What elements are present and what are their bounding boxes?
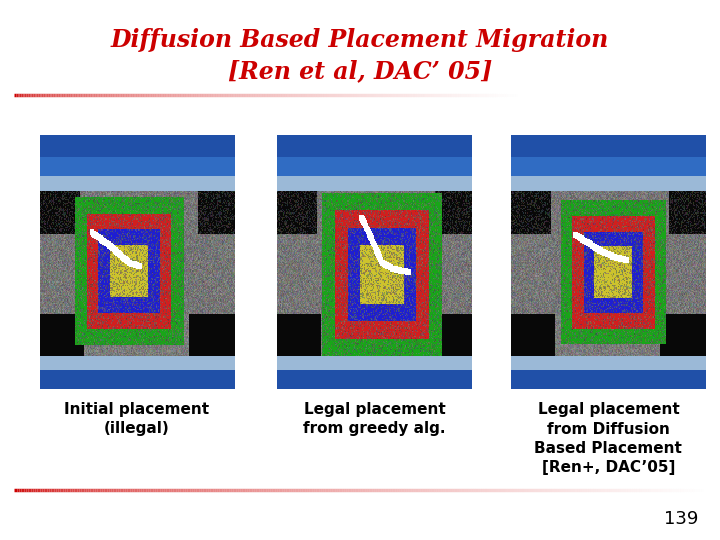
Text: Legal placement
from Diffusion
Based Placement
[Ren+, DAC’05]: Legal placement from Diffusion Based Pla… xyxy=(534,402,683,475)
Text: Diffusion Based Placement Migration: Diffusion Based Placement Migration xyxy=(111,29,609,52)
Text: [Ren et al, DAC’ 05]: [Ren et al, DAC’ 05] xyxy=(228,59,492,83)
Text: Initial placement
(illegal): Initial placement (illegal) xyxy=(64,402,210,436)
Text: Legal placement
from greedy alg.: Legal placement from greedy alg. xyxy=(303,402,446,436)
Text: 139: 139 xyxy=(664,510,698,529)
